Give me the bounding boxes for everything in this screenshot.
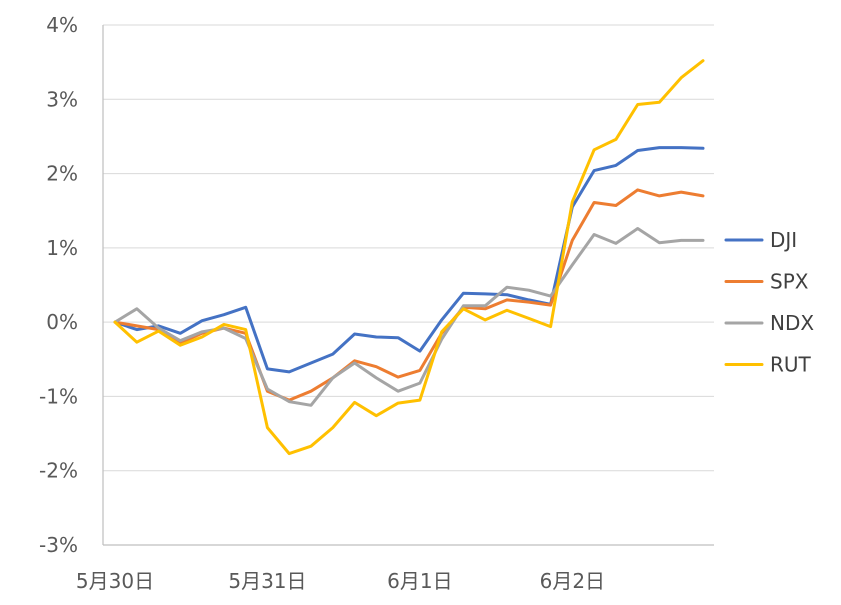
y-tick-label: 1%	[46, 236, 78, 260]
series-line-ndx	[113, 227, 705, 407]
legend-label-rut: RUT	[770, 353, 812, 377]
series-line-dji	[113, 146, 705, 374]
y-tick-label: -3%	[39, 533, 78, 557]
y-tick-label: -1%	[39, 384, 78, 408]
x-tick-label: 5月30日	[76, 569, 154, 593]
legend: DJI SPX NDX RUT	[724, 228, 814, 377]
series-line-spx	[113, 188, 705, 402]
series-line-rut	[113, 59, 705, 456]
gridlines	[103, 24, 714, 472]
x-tick-label: 6月1日	[387, 569, 452, 593]
y-tick-label: 0%	[46, 310, 78, 334]
x-tick-label: 5月31日	[228, 569, 306, 593]
legend-label-dji: DJI	[770, 228, 797, 252]
x-tick-label: 6月2日	[540, 569, 605, 593]
series-lines	[113, 59, 705, 456]
legend-label-ndx: NDX	[770, 311, 814, 335]
x-tick-labels: 5月30日 5月31日 6月1日 6月2日	[76, 569, 605, 593]
y-tick-label: 2%	[46, 162, 78, 186]
y-tick-label: -2%	[39, 459, 78, 483]
y-tick-labels: 4% 3% 2% 1% 0% -1% -2% -3%	[39, 13, 78, 557]
y-tick-label: 3%	[46, 87, 78, 111]
legend-label-spx: SPX	[770, 270, 809, 294]
y-tick-label: 4%	[46, 13, 78, 37]
axes	[102, 25, 714, 546]
